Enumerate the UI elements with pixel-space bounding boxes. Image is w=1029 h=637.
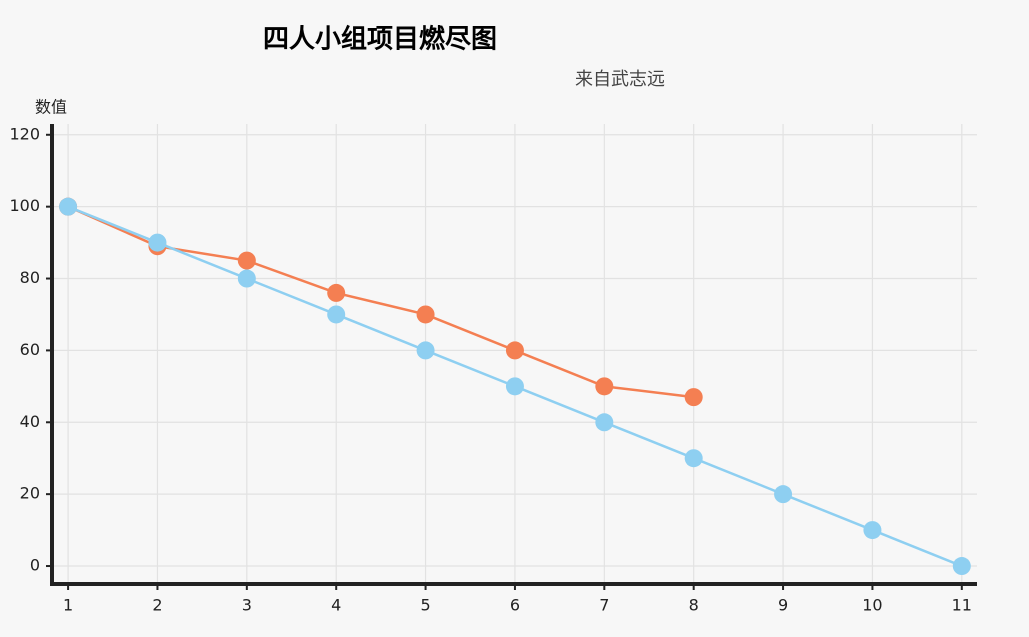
data-point — [684, 449, 703, 468]
data-point — [237, 269, 256, 288]
x-tick-label: 4 — [331, 596, 341, 615]
x-tick-label: 2 — [152, 596, 162, 615]
data-point — [327, 305, 346, 324]
data-point — [237, 251, 256, 270]
x-tick-label: 10 — [862, 596, 882, 615]
y-tick-label: 60 — [20, 340, 40, 359]
y-tick-label: 120 — [9, 124, 40, 143]
data-point — [595, 413, 614, 432]
data-point — [327, 283, 346, 302]
y-tick-label: 20 — [20, 484, 40, 503]
x-tick-label: 11 — [952, 596, 972, 615]
data-point — [148, 233, 167, 252]
data-point — [505, 341, 524, 360]
y-tick-label: 100 — [9, 196, 40, 215]
data-point — [952, 557, 971, 576]
x-tick-label: 1 — [63, 596, 73, 615]
data-point — [416, 305, 435, 324]
data-point — [863, 521, 882, 540]
data-point — [416, 341, 435, 360]
x-tick-label: 3 — [242, 596, 252, 615]
y-tick-label: 0 — [30, 556, 40, 575]
x-tick-label: 6 — [510, 596, 520, 615]
data-point — [595, 377, 614, 396]
chart-subtitle: 来自武志远 — [575, 69, 665, 90]
x-tick-label: 5 — [420, 596, 430, 615]
data-point — [774, 485, 793, 504]
data-point — [684, 388, 703, 407]
data-point — [59, 197, 78, 216]
x-tick-label: 9 — [778, 596, 788, 615]
data-point — [505, 377, 524, 396]
x-tick-label: 8 — [689, 596, 699, 615]
x-tick-label: 7 — [599, 596, 609, 615]
chart-title: 四人小组项目燃尽图 — [263, 24, 497, 55]
y-axis-label: 数值 — [35, 98, 67, 117]
y-tick-label: 80 — [20, 268, 40, 287]
y-tick-label: 40 — [20, 412, 40, 431]
